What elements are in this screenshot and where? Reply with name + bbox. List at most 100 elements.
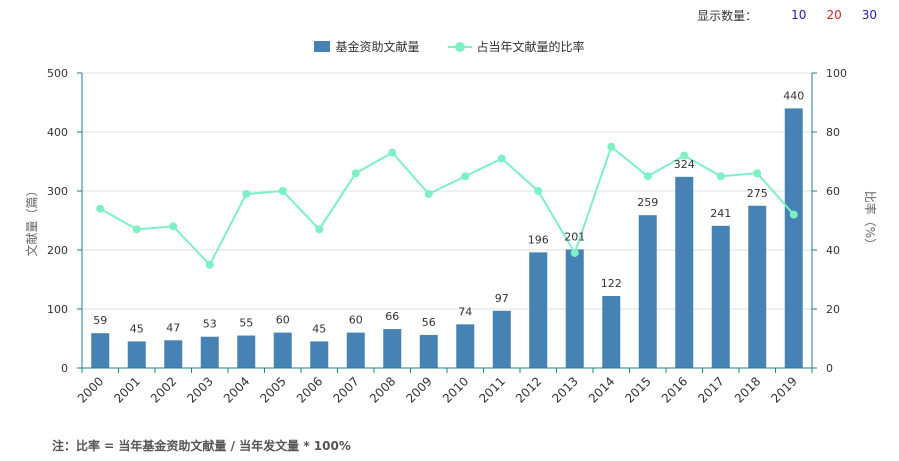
y-left-tick-label: 500 xyxy=(47,67,68,80)
bar xyxy=(748,205,767,368)
grid-lines xyxy=(82,72,812,310)
bar xyxy=(565,249,584,368)
y-left-axis-title: 文献量（篇） xyxy=(24,184,39,256)
bar-value-label: 196 xyxy=(528,233,549,246)
y-left-tick-label: 0 xyxy=(61,362,68,375)
bar-value-label: 59 xyxy=(93,314,107,327)
bar xyxy=(237,335,256,368)
bar-value-label: 55 xyxy=(239,317,253,330)
legend-item-bar-series[interactable]: 基金资助文献量 xyxy=(314,38,420,55)
bar xyxy=(419,334,438,368)
ratio-point xyxy=(534,187,543,195)
bar xyxy=(164,340,183,368)
x-tick-label: 2013 xyxy=(549,374,580,405)
y-left-tick-label: 200 xyxy=(47,244,68,257)
display-count-control: 显示数量： 10 20 30 xyxy=(697,6,877,24)
bar xyxy=(383,329,402,368)
bar-value-label: 53 xyxy=(203,318,217,331)
bar-value-label: 259 xyxy=(637,196,658,209)
x-tick-label: 2017 xyxy=(695,374,726,405)
bar xyxy=(492,310,511,368)
bar xyxy=(529,252,548,368)
y-right-tick-label: 20 xyxy=(826,303,840,316)
ratio-point xyxy=(351,169,360,178)
line-series xyxy=(96,142,798,269)
y-right-tick-label: 40 xyxy=(826,244,840,257)
y-left-tick-label: 300 xyxy=(47,185,68,198)
display-count-option-10[interactable]: 10 xyxy=(791,8,807,22)
ratio-point xyxy=(461,172,470,181)
ratio-point xyxy=(753,169,762,178)
y-right-tick-label: 60 xyxy=(826,185,840,198)
bar xyxy=(456,324,475,368)
chart-canvas: 0 0 100 20 200 40 300 60 400 80 500 100 2000 2001 2002… xyxy=(24,67,878,406)
bar xyxy=(346,332,365,368)
ratio-point xyxy=(388,148,397,157)
x-tick-label: 2016 xyxy=(659,374,690,405)
bar xyxy=(675,176,694,368)
display-count-option-30[interactable]: 30 xyxy=(861,8,877,22)
ratio-line xyxy=(99,145,795,267)
bar-value-label: 56 xyxy=(422,316,436,329)
ratio-point xyxy=(424,189,433,198)
x-tick-label: 2018 xyxy=(732,374,763,405)
x-tick-label: 2006 xyxy=(294,374,325,405)
bar-value-label: 60 xyxy=(349,314,363,327)
bar-value-label: 66 xyxy=(385,310,399,323)
x-tick-label: 2003 xyxy=(184,374,215,405)
x-tick-label: 2005 xyxy=(257,374,288,405)
ratio-point xyxy=(789,210,798,219)
bar-value-label: 60 xyxy=(276,314,290,327)
y-right-tick-label: 100 xyxy=(826,67,847,80)
y-left-tick-label: 400 xyxy=(47,126,68,139)
x-tick-label: 2011 xyxy=(476,374,507,405)
chart-legend: 基金资助文献量 占当年文献量的比率 xyxy=(0,38,899,55)
bar xyxy=(602,296,621,368)
x-tick-label: 2009 xyxy=(403,374,434,405)
bar-value-label: 97 xyxy=(495,292,509,305)
ratio-point xyxy=(680,151,689,160)
bar-value-label: 241 xyxy=(710,207,731,220)
bar xyxy=(200,336,219,368)
display-count-option-20[interactable]: 20 xyxy=(826,8,842,22)
bar-value-label: 45 xyxy=(130,322,144,335)
y-right-tick-label: 0 xyxy=(826,362,833,375)
x-tick-label: 2012 xyxy=(513,374,544,405)
x-tick-label: 2008 xyxy=(367,374,398,405)
legend-bar-label: 基金资助文献量 xyxy=(335,40,420,54)
y-right-tick-label: 80 xyxy=(826,126,840,139)
ratio-point xyxy=(497,154,506,163)
ratio-point xyxy=(643,172,652,181)
bar xyxy=(711,225,730,368)
bar-value-label: 47 xyxy=(166,321,180,334)
bar-value-label: 440 xyxy=(783,89,804,102)
bar-series xyxy=(91,108,803,369)
ratio-point xyxy=(716,172,725,181)
legend-line-label: 占当年文献量的比率 xyxy=(476,40,585,54)
bar xyxy=(127,341,146,368)
x-tick-label: 2015 xyxy=(622,374,653,405)
bar-value-label: 324 xyxy=(674,158,695,171)
x-tick-label: 2007 xyxy=(330,374,361,405)
ratio-point xyxy=(242,189,251,198)
y-right-axis-title: 比率（%） xyxy=(863,191,878,250)
footnote: 注：比率 = 当年基金资助文献量 / 当年发文量 * 100% xyxy=(52,439,351,453)
ratio-point xyxy=(205,260,214,269)
ratio-point xyxy=(132,225,141,234)
bar-value-label: 275 xyxy=(747,187,768,200)
bar-value-label: 74 xyxy=(458,305,472,318)
x-tick-label: 2014 xyxy=(586,374,617,405)
ratio-point xyxy=(607,142,616,151)
ratio-point xyxy=(169,222,178,231)
bar xyxy=(273,332,292,368)
bar xyxy=(784,108,803,369)
x-tick-label: 2002 xyxy=(148,374,179,405)
y-left-tick-label: 100 xyxy=(47,303,68,316)
bar xyxy=(310,341,329,368)
legend-item-line-series[interactable]: 占当年文献量的比率 xyxy=(447,38,585,55)
bar-value-label: 122 xyxy=(601,277,622,290)
x-tick-label: 2001 xyxy=(111,374,142,405)
bar-value-label: 201 xyxy=(564,230,585,243)
bar xyxy=(91,333,110,368)
ratio-point xyxy=(570,248,579,257)
